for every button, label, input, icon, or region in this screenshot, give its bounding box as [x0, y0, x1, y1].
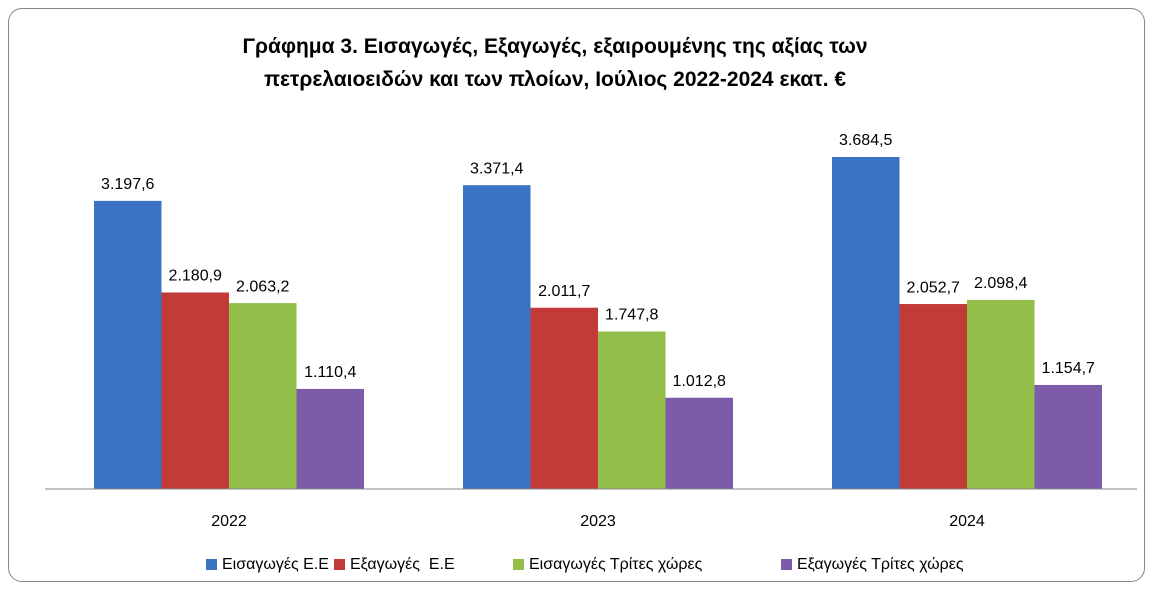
data-label: 2.180,9: [169, 268, 222, 285]
legend-swatch: [334, 559, 345, 570]
data-label: 3.684,5: [839, 132, 892, 149]
legend-label: Εξαγωγές Τρίτες χώρες: [797, 556, 964, 573]
bar: [665, 397, 733, 489]
data-label: 1.154,7: [1042, 360, 1095, 377]
bar: [530, 307, 598, 489]
bar: [1034, 384, 1102, 489]
data-label: 3.371,4: [470, 160, 523, 177]
bar: [161, 292, 229, 489]
legend-swatch: [206, 559, 217, 570]
bar: [598, 331, 666, 489]
bar: [899, 304, 967, 489]
data-label: 1.012,8: [673, 373, 726, 390]
data-label: 1.110,4: [304, 364, 356, 381]
x-tick-label: 2024: [949, 513, 985, 530]
data-label: 1.747,8: [605, 307, 658, 324]
data-label: 2.063,2: [236, 278, 289, 295]
data-label: 3.197,6: [101, 176, 154, 193]
data-label: 2.011,7: [538, 283, 590, 300]
x-tick-label: 2023: [580, 513, 616, 530]
legend-swatch: [513, 559, 524, 570]
data-label: 2.052,7: [907, 279, 960, 296]
bar: [94, 200, 162, 489]
bar: [229, 303, 297, 489]
chart-frame: [8, 8, 1145, 582]
bar: [296, 388, 364, 489]
data-label: 2.098,4: [974, 275, 1027, 292]
bar: [832, 157, 900, 489]
legend-label: Εισαγωγές Τρίτες χώρες: [529, 556, 703, 573]
x-tick-label: 2022: [211, 513, 247, 530]
legend-swatch: [781, 559, 792, 570]
chart-title: Γράφημα 3. Εισαγωγές, Εξαγωγές, εξαιρουμ…: [242, 35, 868, 91]
legend-label: Εισαγωγές Ε.Ε: [222, 556, 329, 573]
bar: [967, 299, 1035, 489]
legend-label: Εξαγωγές Ε.Ε: [350, 556, 455, 573]
bar: [463, 185, 531, 489]
